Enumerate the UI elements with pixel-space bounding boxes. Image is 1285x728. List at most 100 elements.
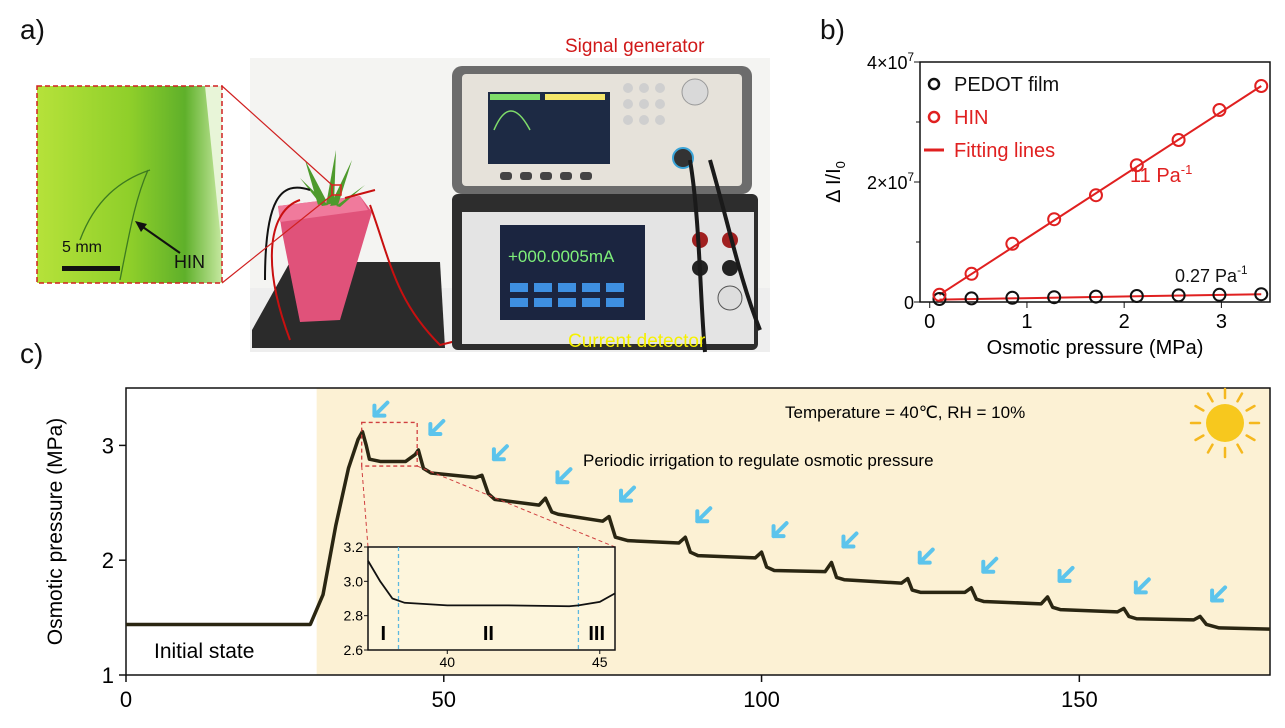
data-point-hin (1171, 133, 1186, 147)
legend-marker (927, 110, 941, 124)
data-point-hin (1088, 188, 1103, 203)
irrigation-arrow (981, 556, 999, 574)
irrigation-arrow (917, 547, 935, 565)
irrigation-arrow (1210, 585, 1228, 603)
osmotic-pressure-chart: 0 50 100 150 1 2 3 Osmotic pressure (MPa) 40 45 2.… (44, 387, 1271, 712)
experiment-photo: +000.0005mA Signal generator Current det… (36, 36, 770, 353)
inset-y-tick-label: 3.0 (344, 573, 364, 589)
data-point-hin (932, 287, 947, 302)
panel-label-b: b) (820, 14, 845, 45)
x-tick-label: 3 (1216, 311, 1227, 333)
y-tick-label: 1 (102, 663, 114, 688)
legend-marker (927, 77, 941, 91)
data-point-pedot-film (1047, 290, 1062, 305)
irrigation-arrow (1057, 565, 1075, 583)
hin-label: HIN (174, 252, 205, 272)
sun-ray (1206, 443, 1214, 454)
osmotic-pressure-curve (126, 429, 1271, 631)
data-point-hin (1212, 103, 1227, 117)
x-tick-label: 100 (743, 687, 780, 712)
current-detector-label: Current detector (568, 331, 706, 352)
irrigation-arrow (619, 485, 637, 503)
current-reading: +000.0005mA (508, 247, 615, 266)
x-tick-label: 150 (1061, 687, 1098, 712)
sun-ray (1194, 434, 1205, 442)
plot-frame (125, 387, 1271, 676)
data-point-hin (1129, 158, 1144, 173)
irrigation-arrow (428, 418, 446, 436)
irrigation-arrow (1133, 577, 1151, 595)
legend-label: HIN (954, 107, 988, 129)
zoom-region-box (331, 184, 342, 196)
scale-bar (62, 266, 120, 271)
y-axis-label: Δ I/I0 (823, 161, 848, 203)
legend-label: Fitting lines (954, 140, 1055, 162)
plant-pot (278, 196, 372, 322)
sun-icon (1206, 404, 1244, 442)
hin-arrow (139, 224, 181, 254)
y-tick-label: 0 (904, 293, 914, 313)
hin-slope-annotation: 11 Pa-1 (1130, 162, 1192, 187)
panel-label-c: c) (20, 338, 44, 369)
y-axis-label: Osmotic pressure (MPa) (44, 418, 67, 646)
conditions-label: Temperature = 40℃, RH = 10% (785, 403, 1025, 422)
inset-x-tick-label: 40 (439, 654, 455, 670)
data-point-pedot-film (964, 291, 979, 306)
data-point-hin (1254, 79, 1269, 93)
legend-label: PEDOT film (954, 74, 1059, 96)
sun-ray (1236, 392, 1244, 403)
signal-generator-screen (488, 92, 610, 164)
zoom-connector (416, 465, 616, 548)
inset-y-tick-label: 2.8 (344, 608, 364, 624)
x-tick-label: 0 (120, 687, 132, 712)
sun-ray (1194, 404, 1205, 412)
x-axis-label: Osmotic pressure (MPa) (987, 337, 1204, 359)
data-point-pedot-film (1088, 289, 1103, 304)
zoom-box (361, 421, 418, 467)
irrigation-arrow (771, 521, 789, 539)
sun-ray (1245, 404, 1256, 412)
pedot-slope-annotation: 0.27 Pa-1 (1175, 264, 1247, 286)
inset-y-tick-label: 3.2 (344, 539, 364, 555)
data-point-pedot-film (1005, 290, 1020, 305)
inset-y-tick-label: 2.6 (344, 642, 364, 658)
irrigation-arrow (695, 506, 713, 524)
data-point-pedot-film (1171, 288, 1186, 303)
data-point-pedot-film (1212, 287, 1227, 302)
sun-ray (1206, 392, 1214, 403)
x-tick-label: 0 (924, 311, 935, 333)
irrigation-arrow (841, 531, 859, 549)
inset-frame (367, 546, 616, 651)
x-tick-label: 2 (1119, 311, 1130, 333)
sun-ray (1245, 434, 1256, 442)
y-tick-label: 4×107 (867, 51, 914, 73)
initial-state-label: Initial state (154, 640, 254, 663)
stage-label: III (588, 623, 605, 645)
stage-label: II (483, 623, 494, 645)
data-point-pedot-film (1129, 289, 1144, 303)
sun-ray (1236, 443, 1244, 454)
data-point-hin (1047, 212, 1062, 227)
data-point-hin (964, 266, 979, 281)
y-tick-label: 3 (102, 433, 114, 458)
magnified-leaf (37, 86, 222, 283)
irrigation-arrow (555, 467, 573, 485)
sensitivity-chart: Δ I/I0 0 1 2 3 0 2×107 4×107 Osmotic pressure (… (823, 51, 1271, 359)
x-tick-label: 50 (432, 687, 456, 712)
inset-x-tick-label: 45 (592, 654, 608, 670)
irrigation-label: Periodic irrigation to regulate osmotic … (583, 451, 934, 470)
wires (270, 189, 461, 347)
y-tick-label: 2×107 (867, 171, 914, 193)
scale-bar-label: 5 mm (62, 239, 102, 256)
data-point-pedot-film (1254, 287, 1269, 302)
fitting-line (939, 293, 1262, 301)
y-tick-label: 2 (102, 548, 114, 573)
irrigation-arrow (491, 444, 509, 462)
data-point-pedot-film (932, 292, 947, 306)
x-tick-label: 1 (1021, 311, 1032, 333)
signal-generator-label: Signal generator (565, 36, 705, 57)
irrigation-arrow (372, 400, 390, 418)
panel-label-a: a) (20, 14, 45, 45)
stage-label: I (380, 623, 386, 645)
